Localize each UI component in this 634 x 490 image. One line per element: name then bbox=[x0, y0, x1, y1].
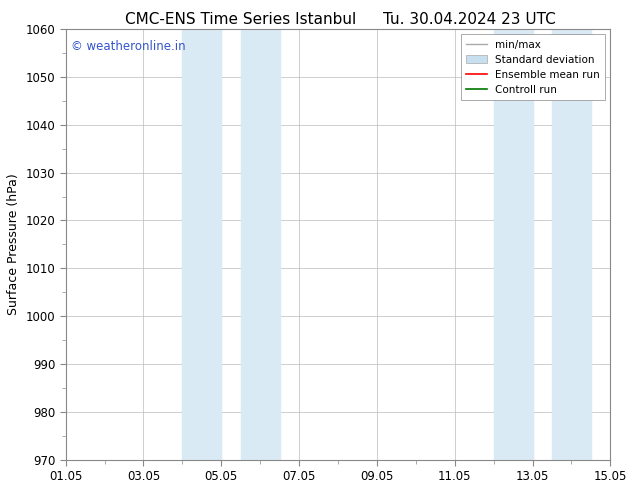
Bar bbox=[241, 29, 280, 460]
Text: Tu. 30.04.2024 23 UTC: Tu. 30.04.2024 23 UTC bbox=[383, 12, 555, 27]
Text: © weatheronline.in: © weatheronline.in bbox=[71, 40, 186, 53]
Y-axis label: Surface Pressure (hPa): Surface Pressure (hPa) bbox=[7, 173, 20, 315]
Legend: min/max, Standard deviation, Ensemble mean run, Controll run: min/max, Standard deviation, Ensemble me… bbox=[461, 34, 605, 100]
Bar bbox=[494, 29, 533, 460]
Bar bbox=[183, 29, 221, 460]
Bar bbox=[552, 29, 591, 460]
Text: CMC-ENS Time Series Istanbul: CMC-ENS Time Series Istanbul bbox=[126, 12, 356, 27]
